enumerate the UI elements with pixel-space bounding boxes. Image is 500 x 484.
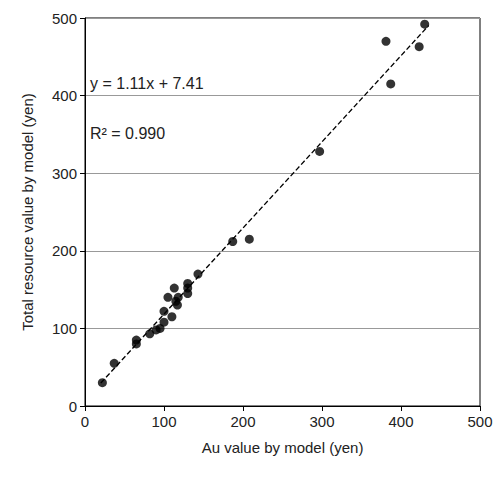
svg-text:400: 400 bbox=[52, 87, 77, 104]
svg-text:500: 500 bbox=[52, 10, 77, 27]
svg-text:Au value by model (yen): Au value by model (yen) bbox=[202, 439, 364, 456]
svg-text:300: 300 bbox=[309, 413, 334, 430]
svg-text:0: 0 bbox=[69, 398, 77, 415]
svg-text:R² = 0.990: R² = 0.990 bbox=[90, 125, 165, 142]
svg-text:400: 400 bbox=[388, 413, 413, 430]
svg-text:Total resource value by model: Total resource value by model (yen) bbox=[19, 93, 36, 331]
svg-text:100: 100 bbox=[52, 320, 77, 337]
svg-text:200: 200 bbox=[230, 413, 255, 430]
svg-text:300: 300 bbox=[52, 165, 77, 182]
svg-text:500: 500 bbox=[467, 413, 492, 430]
svg-text:0: 0 bbox=[81, 413, 89, 430]
svg-text:y = 1.11x + 7.41: y = 1.11x + 7.41 bbox=[90, 75, 204, 92]
svg-text:100: 100 bbox=[151, 413, 176, 430]
svg-text:200: 200 bbox=[52, 242, 77, 259]
